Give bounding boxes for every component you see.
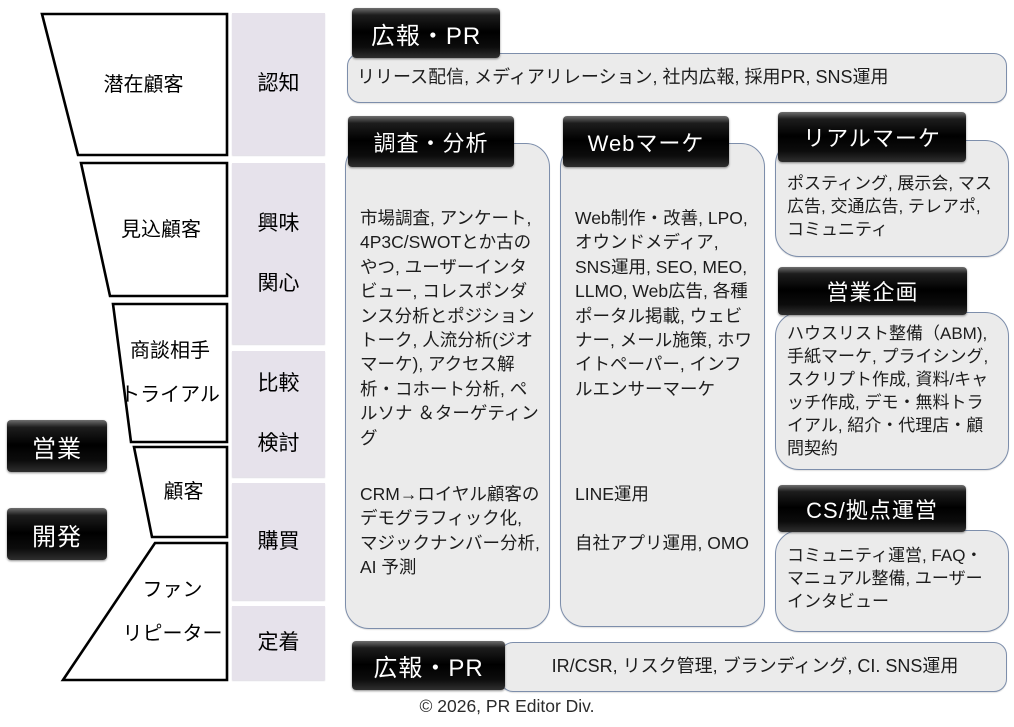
bottom-pr-header: 広報・PR <box>352 641 505 690</box>
funnel-shape-1 <box>40 12 229 157</box>
bottom-pr-body: IR/CSR, リスク管理, ブランディング, CI. SNS運用 <box>551 655 959 676</box>
copyright-footer: © 2026, PR Editor Div. <box>419 696 595 716</box>
realmarketing-body: ポスティング, 展示会, マス広告, 交通広告, テレアポ, コミュニティ <box>787 174 992 239</box>
research-header: 調査・分析 <box>348 116 514 167</box>
funnel-shape-3 <box>111 302 229 444</box>
badge-development: 開発 <box>7 508 107 560</box>
top-pr-body: リリース配信, メディアリレーション, 社内広報, 採用PR, SNS運用 <box>357 67 889 87</box>
top-pr-panel <box>347 53 1007 103</box>
funnel-label-2: 見込顧客 <box>121 218 201 241</box>
webmarketing-body-top: Web制作・改善, LPO, オウンドメディア, SNS運用, SEO, MEO… <box>575 208 752 399</box>
badge-sales: 営業 <box>7 420 107 472</box>
funnel-shape-2 <box>79 161 229 298</box>
research-body-bottom: CRM→ロイヤル顧客のデモグラフィック化, マジックナンバー分析, AI 予測 <box>360 484 540 578</box>
research-body-top: 市場調査, アンケート, 4P3C/SWOTとか古のやつ, ユーザーインタビュー… <box>360 208 539 448</box>
salesplanning-header: 営業企画 <box>778 267 967 315</box>
stage-cell-awareness: 認知 <box>232 13 325 155</box>
stage-cell-interest: 興味 関心 <box>232 163 325 344</box>
bottom-pr-panel <box>500 642 1007 692</box>
stage-cell-purchase: 購買 <box>232 483 325 600</box>
stage-cell-comparison: 比較 検討 <box>232 351 325 477</box>
webmarketing-header: Webマーケ <box>563 116 729 167</box>
funnel-shape-5 <box>60 541 229 682</box>
webmarketing-body-bottom: LINE運用 自社アプリ運用, OMO <box>575 484 750 553</box>
webmarketing-panel <box>560 143 765 627</box>
realmarketing-header: リアルマーケ <box>778 112 966 162</box>
funnel-label-1: 潜在顧客 <box>103 73 184 96</box>
funnel-shape-4 <box>132 445 229 539</box>
salesplanning-body: ハウスリスト整備（ABM),手紙マーケ, プライシング, スクリプト作成, 資料… <box>787 324 989 458</box>
stage-cell-retention: 定着 <box>232 606 325 680</box>
cs-body: コミュニティ運営, FAQ・マニュアル整備, ユーザーインタビュー <box>787 546 983 611</box>
research-panel <box>345 143 550 629</box>
funnel-label-4: 顧客 <box>163 481 204 503</box>
cs-header: CS/拠点運営 <box>778 485 966 532</box>
top-pr-header: 広報・PR <box>352 8 500 58</box>
funnel-label-3: 商談相手 トライアル <box>120 340 220 406</box>
funnel-graphic <box>40 12 229 682</box>
funnel-label-5: ファン リピーター <box>122 578 223 645</box>
